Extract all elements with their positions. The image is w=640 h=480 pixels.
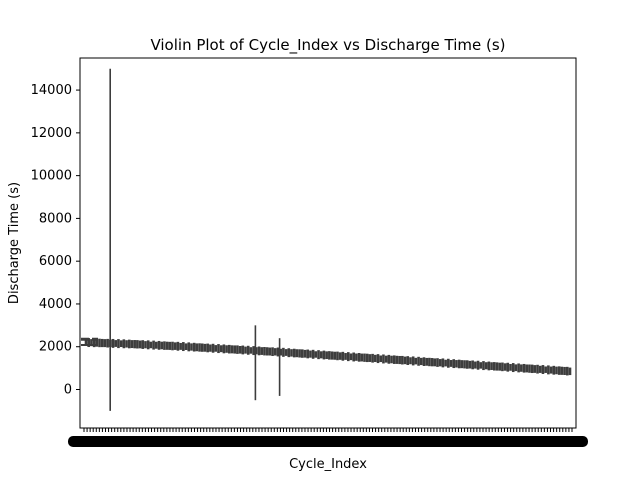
y-axis-label: Discharge Time (s) [7,182,22,304]
chart-title: Violin Plot of Cycle_Index vs Discharge … [150,36,505,55]
outlier-group [109,68,281,411]
y-tick-label: 0 [64,383,72,398]
violin-group [81,337,572,376]
x-tick-label-band [68,436,588,447]
x-axis [68,428,588,447]
y-axis: 0 2000 4000 6000 8000 10000 12000 14000 [31,83,80,398]
plot-area [79,57,577,429]
y-tick-label: 4000 [39,297,72,312]
y-tick-label: 10000 [31,169,72,184]
y-tick-label: 6000 [39,254,72,269]
y-tick-label: 14000 [31,83,72,98]
y-tick-label: 12000 [31,126,72,141]
y-tick-label: 2000 [39,340,72,355]
y-tick-label: 8000 [39,211,72,226]
x-axis-label: Cycle_Index [289,457,367,472]
